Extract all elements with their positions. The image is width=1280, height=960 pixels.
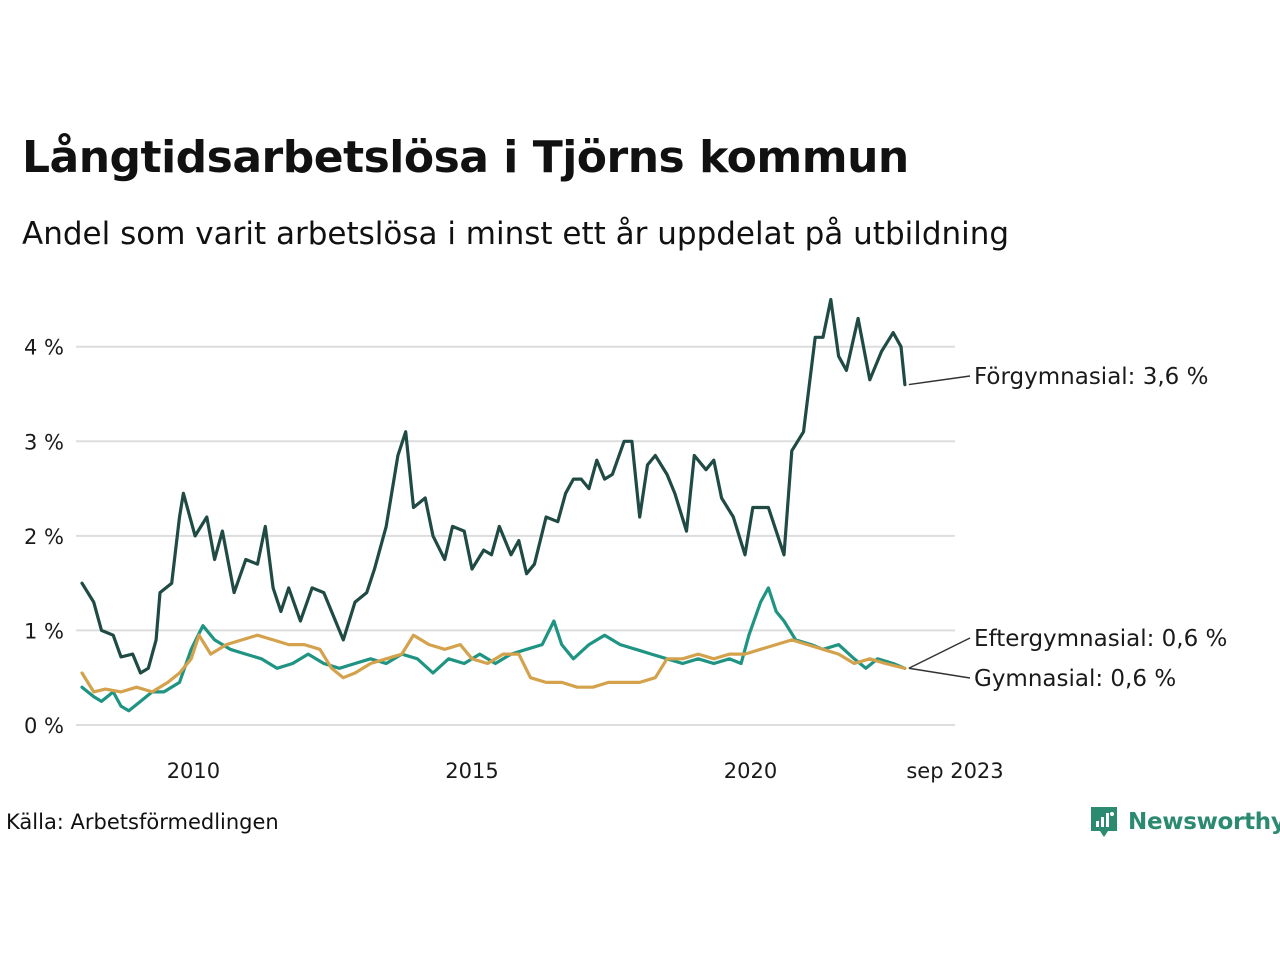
end-label-leader [908,667,971,679]
x-tick-label: 2010 [167,759,220,783]
y-tick-label: 4 % [24,336,64,360]
y-tick-label: 1 % [24,619,64,643]
series-line-gymnasial [80,633,907,694]
series-line-förgymnasial [80,297,907,675]
x-tick-label: 2015 [445,759,498,783]
brand-logo: Newsworthy [1088,804,1280,840]
end-label-leader [908,375,971,386]
end-labels: Förgymnasial: 3,6 % Eftergymnasial: 0,6 %… [908,364,1227,692]
axis-ticks: 0 % 1 % 2 % 3 % 4 % 2010 2015 2020 sep 2023 [24,336,1004,783]
end-label-gymnasial: Gymnasial: 0,6 % [974,666,1176,692]
end-label-eftergymnasial: Eftergymnasial: 0,6 % [974,626,1227,652]
source-note: Källa: Arbetsförmedlingen [6,810,279,834]
x-tick-label: 2020 [724,759,777,783]
series-line-eftergymnasial [80,586,907,713]
y-tick-label: 0 % [24,714,64,738]
end-label-förgymnasial: Förgymnasial: 3,6 % [974,364,1208,390]
chart-title: Långtidsarbetslösa i Tjörns kommun [22,132,909,183]
end-label-leader [908,637,971,669]
y-tick-label: 2 % [24,525,64,549]
brand-name: Newsworthy [1128,809,1280,835]
newsworthy-logo-icon [1091,807,1117,837]
chart-subtitle: Andel som varit arbetslösa i minst ett å… [22,216,1010,252]
y-tick-label: 3 % [24,430,64,454]
x-tick-label: sep 2023 [906,759,1003,783]
gridlines [76,345,955,726]
series-lines [80,297,907,713]
